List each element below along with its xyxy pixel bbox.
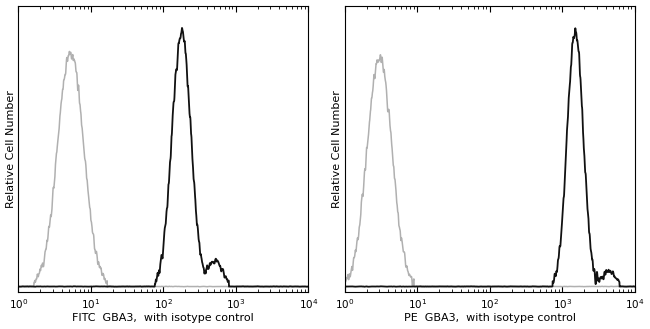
Y-axis label: Relative Cell Number: Relative Cell Number [332, 90, 342, 208]
X-axis label: FITC  GBA3,  with isotype control: FITC GBA3, with isotype control [72, 314, 254, 323]
Y-axis label: Relative Cell Number: Relative Cell Number [6, 90, 16, 208]
X-axis label: PE  GBA3,  with isotype control: PE GBA3, with isotype control [404, 314, 576, 323]
